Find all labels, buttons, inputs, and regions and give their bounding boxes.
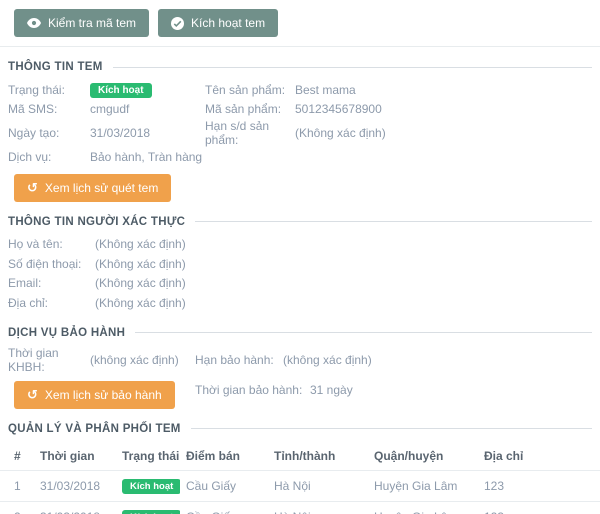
table-row: 2 31/03/2018 Kích hoạt Cầu Giấy Hà Nội H… [0, 501, 600, 514]
row-district: Huyện Gia Lâm [374, 510, 457, 514]
scan-history-label: Xem lịch sử quét tem [44, 180, 159, 195]
stamp-info-title-text: THÔNG TIN TEM [8, 61, 103, 73]
address-value: (Không xác định) [95, 295, 186, 310]
section-verifier-info: THÔNG TIN NGƯỜI XÁC THỰC Họ và tên: (Khô… [0, 216, 600, 313]
stamp-info-title: THÔNG TIN TEM [8, 61, 592, 73]
sms-code-label: Mã SMS: [8, 102, 58, 117]
created-date-label: Ngày tạo: [8, 126, 60, 140]
check-stamp-code-label: Kiểm tra mã tem [48, 16, 137, 30]
check-stamp-code-button[interactable]: Kiểm tra mã tem [14, 9, 150, 37]
fullname-label: Họ và tên: [8, 237, 63, 252]
section-distribution: QUẢN LÝ VÀ PHÂN PHỐI TEM # Thời gian Trạ… [0, 423, 600, 514]
expiry-label: Hạn s/d sản phẩm: [205, 119, 270, 147]
row-address: 123 [484, 478, 505, 493]
phone-label: Số điện thoại: [8, 256, 82, 271]
service-value: Bảo hành, Tràn hàng [90, 149, 203, 164]
khbh-value: (không xác định) [90, 352, 179, 367]
title-divider [195, 221, 592, 222]
warranty-history-label: Xem lịch sử bảo hành [44, 387, 162, 402]
row-address: 123 [484, 510, 504, 514]
status-badge: Kích hoạt [90, 82, 152, 98]
sms-code-value: cmgudf [90, 102, 130, 117]
title-divider [135, 332, 592, 333]
activate-stamp-button[interactable]: Kích hoạt tem [158, 9, 279, 37]
title-divider [190, 428, 592, 429]
col-province: Tỉnh/thành [268, 441, 368, 471]
status-label: Trạng thái: [8, 82, 65, 97]
section-warranty: DỊCH VỤ BẢO HÀNH Thời gian KHBH: (không … [0, 327, 600, 409]
product-code-label: Mã sản phẩm: [205, 102, 282, 117]
row-index: 1 [14, 478, 21, 493]
distribution-title-text: QUẢN LÝ VÀ PHÂN PHỐI TEM [8, 422, 181, 435]
product-name-value: Best mama [295, 82, 356, 97]
address-label: Địa chỉ: [8, 295, 49, 310]
section-stamp-info: THÔNG TIN TEM Trạng thái: Kích hoạt Tên … [0, 61, 600, 202]
warranty-title: DỊCH VỤ BẢO HÀNH [8, 327, 592, 339]
status-badge: Kích hoạt [122, 509, 180, 514]
verifier-info-title-text: THÔNG TIN NGƯỜI XÁC THỰC [8, 215, 186, 228]
row-index: 2 [14, 510, 21, 514]
warranty-deadline-value: (không xác định) [283, 352, 372, 367]
col-status: Trạng thái [116, 441, 180, 471]
warranty-deadline-label: Hạn bảo hành: [195, 352, 274, 367]
warranty-fields: Thời gian KHBH: (không xác định) Hạn bảo… [8, 346, 592, 374]
phone-value: (Không xác định) [95, 256, 186, 271]
check-circle-icon [171, 16, 185, 30]
email-value: (Không xác định) [95, 276, 186, 291]
service-label: Dịch vụ: [8, 149, 52, 164]
row-shop: Cầu Giấy [186, 478, 237, 493]
row-province: Hà Nội [274, 510, 311, 514]
table-row: 1 31/03/2018 Kích hoạt Cầu Giấy Hà Nội H… [0, 470, 600, 502]
warranty-history-button[interactable]: ↺ Xem lịch sử bảo hành [14, 380, 175, 409]
col-time: Thời gian [34, 441, 116, 471]
toolbar: Kiểm tra mã tem Kích hoạt tem [0, 0, 600, 47]
row-time: 31/03/2018 [40, 478, 101, 493]
expiry-value: (Không xác định) [295, 126, 386, 140]
row-district: Huyện Gia Lâm [374, 478, 458, 493]
warranty-duration-row: Thời gian bảo hành: 31 ngày [195, 374, 592, 400]
table-header: # Thời gian Trạng thái Điểm bán Tỉnh/thà… [0, 441, 600, 471]
warranty-title-text: DỊCH VỤ BẢO HÀNH [8, 326, 126, 339]
verifier-info-fields: Họ và tên: (Không xác định) Số điện thoạ… [8, 235, 592, 313]
title-divider [112, 66, 592, 68]
email-label: Email: [8, 276, 42, 291]
col-address: Địa chỉ [478, 441, 600, 471]
status-badge: Kích hoạt [122, 478, 180, 494]
col-index: # [0, 441, 34, 471]
row-time: 31/03/2018 [40, 510, 100, 514]
table-body: 1 31/03/2018 Kích hoạt Cầu Giấy Hà Nội H… [0, 470, 600, 514]
row-shop: Cầu Giấy [186, 510, 236, 514]
activate-stamp-label: Kích hoạt tem [191, 16, 266, 30]
warranty-duration-value: 31 ngày [310, 382, 353, 397]
col-shop: Điểm bán [180, 441, 268, 471]
row-province: Hà Nội [274, 478, 311, 493]
verifier-info-title: THÔNG TIN NGƯỜI XÁC THỰC [8, 216, 592, 228]
khbh-label: Thời gian KHBH: [8, 345, 59, 374]
warranty-button-wrap: ↺ Xem lịch sử bảo hành [8, 374, 195, 409]
fullname-value: (Không xác định) [95, 237, 186, 252]
created-date-value: 31/03/2018 [90, 126, 151, 140]
col-district: Quận/huyện [368, 441, 478, 471]
distribution-table: # Thời gian Trạng thái Điểm bán Tỉnh/thà… [0, 441, 600, 514]
stamp-info-fields: Trạng thái: Kích hoạt Tên sản phẩm: Best… [8, 80, 592, 167]
product-name-label: Tên sản phẩm: [205, 82, 286, 97]
scan-history-button[interactable]: ↺ Xem lịch sử quét tem [14, 173, 172, 202]
eye-icon [27, 18, 41, 28]
history-icon: ↺ [27, 387, 38, 402]
product-code-value: 5012345678900 [295, 102, 382, 117]
warranty-bottom-row: ↺ Xem lịch sử bảo hành Thời gian bảo hàn… [8, 374, 592, 409]
warranty-duration-label: Thời gian bảo hành: [195, 382, 303, 397]
distribution-title: QUẢN LÝ VÀ PHÂN PHỐI TEM [0, 423, 600, 435]
history-icon: ↺ [27, 180, 38, 195]
